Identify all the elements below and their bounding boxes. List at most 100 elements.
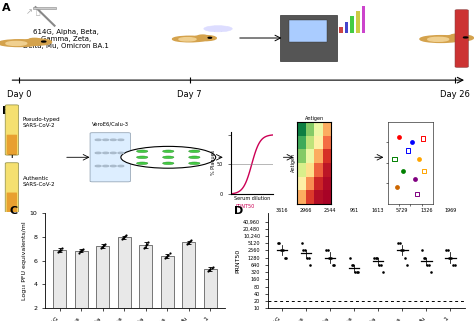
Circle shape (163, 150, 174, 152)
Point (305, 255, 312, 260)
Circle shape (163, 162, 174, 165)
Circle shape (23, 39, 52, 45)
Point (208, 265, 215, 271)
Point (98, 244, 106, 249)
Text: 2544: 2544 (324, 208, 337, 213)
Point (142, 243, 150, 248)
FancyBboxPatch shape (5, 163, 18, 213)
Circle shape (464, 37, 468, 38)
Point (419, 136, 427, 141)
Circle shape (137, 150, 148, 152)
X-axis label: Serum dilution: Serum dilution (234, 195, 270, 201)
Point (327, 255, 335, 260)
Point (185, 240, 193, 245)
Point (421, 255, 429, 260)
Bar (75, 251, 88, 321)
Point (423, 262, 431, 267)
Point (298, 241, 306, 246)
Point (395, 134, 403, 139)
Point (164, 252, 172, 257)
FancyBboxPatch shape (7, 135, 17, 155)
Circle shape (110, 139, 116, 141)
Point (97, 245, 104, 250)
Text: 961: 961 (349, 208, 359, 213)
Point (276, 241, 283, 246)
Point (55, 248, 63, 253)
Point (75, 250, 83, 255)
Circle shape (189, 156, 200, 159)
Point (303, 255, 311, 260)
Circle shape (189, 162, 200, 165)
Circle shape (95, 165, 101, 167)
Text: Day 7: Day 7 (177, 90, 202, 99)
Circle shape (451, 34, 462, 37)
Point (420, 255, 428, 260)
Circle shape (137, 156, 148, 159)
Point (162, 256, 169, 261)
Circle shape (118, 139, 124, 141)
FancyBboxPatch shape (280, 15, 337, 61)
Point (123, 232, 130, 237)
Point (80, 247, 87, 252)
Text: Day 26: Day 26 (440, 90, 470, 99)
Point (76, 249, 84, 254)
Point (79, 247, 86, 253)
Point (300, 248, 307, 253)
Point (187, 238, 195, 243)
Point (122, 233, 129, 239)
Text: 1326: 1326 (420, 208, 432, 213)
Circle shape (103, 152, 109, 153)
Point (400, 169, 407, 174)
Point (415, 156, 423, 161)
Text: ↗ 💉: ↗ 💉 (26, 7, 40, 16)
Point (140, 246, 147, 251)
Point (401, 255, 409, 260)
Circle shape (208, 37, 211, 38)
Point (166, 251, 173, 256)
Point (377, 262, 384, 267)
Circle shape (110, 165, 116, 167)
Circle shape (118, 165, 124, 167)
Bar (139, 246, 152, 321)
Point (372, 255, 379, 260)
FancyBboxPatch shape (339, 27, 343, 33)
Point (322, 248, 329, 253)
Text: C: C (9, 206, 17, 216)
Point (54, 249, 61, 255)
Point (375, 262, 383, 267)
FancyBboxPatch shape (5, 105, 18, 155)
Point (379, 270, 386, 275)
Point (283, 255, 290, 260)
Ellipse shape (428, 37, 448, 41)
FancyBboxPatch shape (90, 133, 130, 182)
Point (58, 246, 65, 251)
Point (118, 236, 126, 241)
Text: A: A (2, 3, 11, 13)
Text: 5729: 5729 (396, 208, 409, 213)
Point (451, 262, 458, 267)
Circle shape (110, 152, 116, 153)
Circle shape (204, 26, 232, 32)
Ellipse shape (0, 40, 40, 47)
Point (100, 242, 108, 247)
Point (184, 240, 191, 246)
Text: 1969: 1969 (444, 208, 456, 213)
Point (353, 270, 361, 275)
Point (209, 264, 217, 269)
Text: +: + (7, 148, 17, 160)
Title: Antigen: Antigen (305, 116, 324, 121)
FancyBboxPatch shape (345, 22, 348, 33)
FancyBboxPatch shape (7, 193, 17, 213)
Point (351, 270, 359, 275)
Y-axis label: PRNT50: PRNT50 (235, 249, 240, 273)
Ellipse shape (6, 41, 27, 45)
FancyBboxPatch shape (350, 16, 354, 33)
Point (274, 241, 282, 246)
FancyBboxPatch shape (356, 11, 360, 33)
Point (447, 255, 455, 260)
Text: 614G, Alpha, Beta,
Gamma, Zeta,
Delta, Mu, Omicron BA.1: 614G, Alpha, Beta, Gamma, Zeta, Delta, M… (23, 29, 109, 49)
Circle shape (29, 38, 40, 40)
Text: 3616: 3616 (276, 208, 288, 213)
Point (355, 270, 362, 275)
Point (425, 262, 433, 267)
